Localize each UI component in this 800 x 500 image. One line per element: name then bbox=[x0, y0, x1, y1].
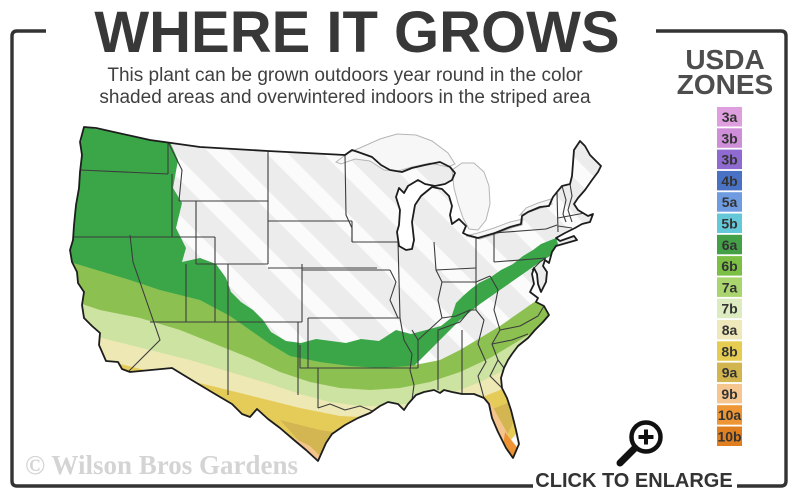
svg-text:3a: 3a bbox=[722, 109, 738, 125]
svg-text:10b: 10b bbox=[717, 429, 741, 445]
svg-text:WHERE IT GROWS: WHERE IT GROWS bbox=[94, 0, 619, 65]
svg-text:3b: 3b bbox=[721, 130, 737, 146]
svg-text:5b: 5b bbox=[721, 216, 737, 232]
svg-text:CLICK TO ENLARGE: CLICK TO ENLARGE bbox=[535, 470, 732, 492]
svg-text:5a: 5a bbox=[722, 194, 738, 210]
svg-text:6b: 6b bbox=[721, 258, 737, 274]
svg-text:8b: 8b bbox=[721, 343, 737, 359]
svg-text:9a: 9a bbox=[722, 365, 738, 381]
svg-text:10a: 10a bbox=[718, 407, 742, 423]
svg-text:ZONES: ZONES bbox=[677, 69, 773, 100]
svg-text:shaded areas and overwintered: shaded areas and overwintered indoors in… bbox=[99, 87, 591, 108]
svg-text:7b: 7b bbox=[721, 301, 737, 317]
svg-text:USDA: USDA bbox=[685, 44, 764, 75]
svg-text:3b: 3b bbox=[721, 152, 737, 168]
svg-text:This plant can be grown outdoo: This plant can be grown outdoors year ro… bbox=[107, 65, 583, 86]
svg-text:9b: 9b bbox=[721, 386, 737, 402]
svg-text:© Wilson Bros Gardens: © Wilson Bros Gardens bbox=[25, 450, 298, 480]
svg-text:8a: 8a bbox=[722, 322, 738, 338]
svg-text:7a: 7a bbox=[722, 279, 738, 295]
svg-text:4b: 4b bbox=[721, 173, 737, 189]
svg-text:6a: 6a bbox=[722, 237, 738, 253]
